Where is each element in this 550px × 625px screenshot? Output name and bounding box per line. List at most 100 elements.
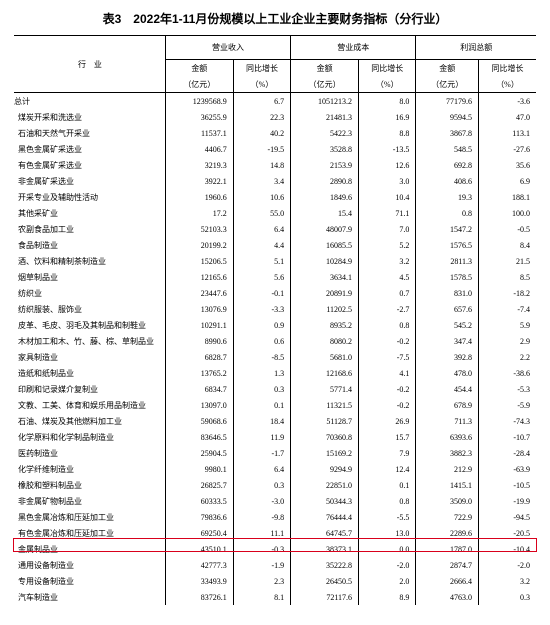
- value-cell: 0.7: [359, 285, 416, 301]
- industry-cell: 纺织服装、服饰业: [14, 301, 165, 317]
- value-cell: -27.6: [479, 141, 536, 157]
- table-row: 食品制造业20199.24.416085.55.21576.58.4: [14, 237, 536, 253]
- table-row: 专用设备制造业33493.92.326450.52.02666.43.2: [14, 573, 536, 589]
- value-cell: 0.8: [416, 205, 479, 221]
- header-unit: （%）: [233, 76, 290, 93]
- table-row: 木材加工和木、竹、藤、棕、草制品业8990.60.68080.2-0.2347.…: [14, 333, 536, 349]
- value-cell: 18.4: [233, 413, 290, 429]
- value-cell: 3634.1: [291, 269, 359, 285]
- value-cell: 20199.2: [165, 237, 233, 253]
- value-cell: 6.7: [233, 93, 290, 110]
- value-cell: 23447.6: [165, 285, 233, 301]
- table-row: 酒、饮料和精制茶制造业15206.55.110284.93.22811.321.…: [14, 253, 536, 269]
- value-cell: 3.2: [479, 573, 536, 589]
- table-row: 印刷和记录媒介复制业6834.70.35771.4-0.2454.4-5.3: [14, 381, 536, 397]
- value-cell: 83646.5: [165, 429, 233, 445]
- value-cell: 10.4: [359, 189, 416, 205]
- table-row: 造纸和纸制品业13765.21.312168.64.1478.0-38.6: [14, 365, 536, 381]
- value-cell: 8.5: [479, 269, 536, 285]
- value-cell: 1547.2: [416, 221, 479, 237]
- table-row: 烟草制品业12165.65.63634.14.51578.58.5: [14, 269, 536, 285]
- value-cell: 16.9: [359, 109, 416, 125]
- industry-cell: 金属制品业: [14, 541, 165, 557]
- table-row: 医药制造业25904.5-1.715169.27.93882.3-28.4: [14, 445, 536, 461]
- value-cell: 0.3: [233, 381, 290, 397]
- table-row: 开采专业及辅助性活动1960.610.61849.610.419.3188.1: [14, 189, 536, 205]
- value-cell: 15.7: [359, 429, 416, 445]
- industry-cell: 通用设备制造业: [14, 557, 165, 573]
- value-cell: 21481.3: [291, 109, 359, 125]
- value-cell: 36255.9: [165, 109, 233, 125]
- value-cell: -10.4: [479, 541, 536, 557]
- value-cell: 26.9: [359, 413, 416, 429]
- value-cell: 15169.2: [291, 445, 359, 461]
- table-row: 金属制品业43510.1-0.338373.10.01787.0-10.4: [14, 541, 536, 557]
- value-cell: 2666.4: [416, 573, 479, 589]
- industry-cell: 有色金属冶炼和压延加工业: [14, 525, 165, 541]
- value-cell: 10284.9: [291, 253, 359, 269]
- value-cell: -0.5: [479, 221, 536, 237]
- value-cell: -5.3: [479, 381, 536, 397]
- table-row: 总计1239568.96.71051213.28.077179.6-3.6: [14, 93, 536, 110]
- value-cell: 711.3: [416, 413, 479, 429]
- industry-cell: 烟草制品业: [14, 269, 165, 285]
- value-cell: 1.3: [233, 365, 290, 381]
- value-cell: 2.2: [479, 349, 536, 365]
- value-cell: 8.9: [359, 589, 416, 605]
- industry-cell: 造纸和纸制品业: [14, 365, 165, 381]
- value-cell: 212.9: [416, 461, 479, 477]
- value-cell: 3.2: [359, 253, 416, 269]
- value-cell: 15206.5: [165, 253, 233, 269]
- value-cell: 70360.8: [291, 429, 359, 445]
- table-row: 其他采矿业17.255.015.471.10.8100.0: [14, 205, 536, 221]
- value-cell: 8935.2: [291, 317, 359, 333]
- value-cell: 3.4: [233, 173, 290, 189]
- value-cell: 1239568.9: [165, 93, 233, 110]
- value-cell: 4.4: [233, 237, 290, 253]
- value-cell: 2.9: [479, 333, 536, 349]
- value-cell: 4.1: [359, 365, 416, 381]
- value-cell: 51128.7: [291, 413, 359, 429]
- value-cell: 113.1: [479, 125, 536, 141]
- value-cell: -0.2: [359, 381, 416, 397]
- value-cell: -74.3: [479, 413, 536, 429]
- value-cell: -18.2: [479, 285, 536, 301]
- value-cell: 0.0: [359, 541, 416, 557]
- value-cell: 77179.6: [416, 93, 479, 110]
- industry-cell: 皮革、毛皮、羽毛及其制品和制鞋业: [14, 317, 165, 333]
- value-cell: -9.8: [233, 509, 290, 525]
- value-cell: -3.0: [233, 493, 290, 509]
- value-cell: 9980.1: [165, 461, 233, 477]
- table-title: 表3 2022年1-11月份规模以上工业企业主要财务指标（分行业）: [14, 10, 536, 27]
- value-cell: 1415.1: [416, 477, 479, 493]
- value-cell: 8990.6: [165, 333, 233, 349]
- table-row: 化学原料和化学制品制造业83646.511.970360.815.76393.6…: [14, 429, 536, 445]
- value-cell: 7.0: [359, 221, 416, 237]
- value-cell: 6834.7: [165, 381, 233, 397]
- industry-cell: 开采专业及辅助性活动: [14, 189, 165, 205]
- value-cell: 5422.3: [291, 125, 359, 141]
- value-cell: -10.5: [479, 477, 536, 493]
- table-row: 汽车制造业83726.18.172117.68.94763.00.3: [14, 589, 536, 605]
- value-cell: 8.4: [479, 237, 536, 253]
- value-cell: -63.9: [479, 461, 536, 477]
- value-cell: 0.6: [233, 333, 290, 349]
- value-cell: -19.5: [233, 141, 290, 157]
- value-cell: 100.0: [479, 205, 536, 221]
- value-cell: 0.8: [359, 317, 416, 333]
- value-cell: 12168.6: [291, 365, 359, 381]
- value-cell: 8.1: [233, 589, 290, 605]
- value-cell: 50344.3: [291, 493, 359, 509]
- table-row: 农副食品加工业52103.36.448007.97.01547.2-0.5: [14, 221, 536, 237]
- value-cell: -94.5: [479, 509, 536, 525]
- value-cell: 12.6: [359, 157, 416, 173]
- value-cell: 2811.3: [416, 253, 479, 269]
- value-cell: -10.7: [479, 429, 536, 445]
- value-cell: 55.0: [233, 205, 290, 221]
- value-cell: 6.9: [479, 173, 536, 189]
- header-sub: 金额: [165, 60, 233, 77]
- value-cell: 11.1: [233, 525, 290, 541]
- value-cell: 12165.6: [165, 269, 233, 285]
- value-cell: -0.1: [233, 285, 290, 301]
- header-sub: 金额: [291, 60, 359, 77]
